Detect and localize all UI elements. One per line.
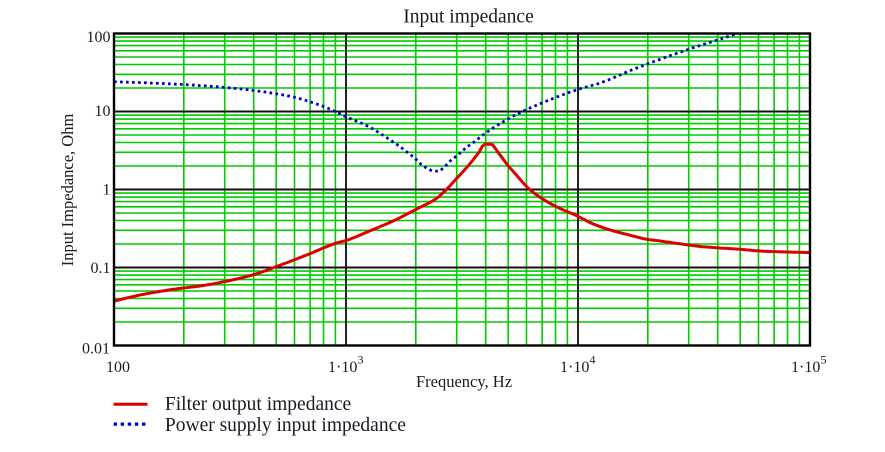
svg-text:10: 10 [95,103,111,120]
svg-text:1: 1 [103,181,111,198]
svg-text:5: 5 [821,353,827,367]
svg-text:Input impedance: Input impedance [403,7,534,28]
svg-text:1·10: 1·10 [560,359,589,376]
svg-text:3: 3 [358,353,364,367]
svg-text:100: 100 [106,359,130,376]
svg-text:1·10: 1·10 [328,359,357,376]
svg-text:1·10: 1·10 [791,359,820,376]
svg-text:Frequency, Hz: Frequency, Hz [416,372,512,391]
svg-text:100: 100 [87,29,111,46]
svg-text:0.1: 0.1 [91,260,111,277]
svg-text:4: 4 [590,353,596,367]
svg-text:Filter output impedance: Filter output impedance [165,394,351,415]
svg-text:0.01: 0.01 [82,341,110,358]
svg-text:Input Impedance, Ohm: Input Impedance, Ohm [58,114,77,267]
svg-text:Power supply input impedance: Power supply input impedance [165,415,406,436]
